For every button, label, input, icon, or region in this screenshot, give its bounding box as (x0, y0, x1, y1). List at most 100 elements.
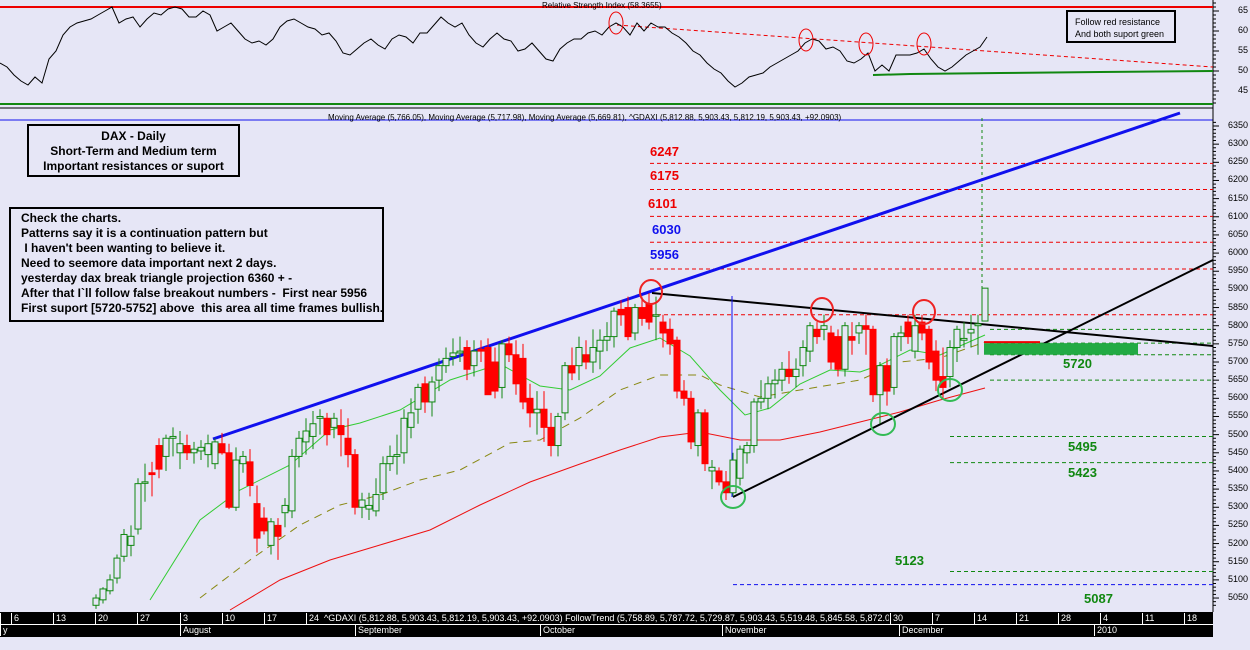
candle-up (141, 481, 149, 484)
candle-up (498, 343, 506, 388)
rsi-note-line: And both suport green (1075, 29, 1165, 39)
candle-down (932, 350, 940, 381)
level-label: 5423 (1068, 465, 1097, 480)
y-axis-label: 5400 (1228, 464, 1249, 475)
candle-up (435, 365, 443, 381)
x-axis-day-label: 6 (11, 613, 19, 624)
support-zone (984, 343, 1138, 355)
y-axis-label: 5300 (1228, 501, 1249, 512)
candle-down (617, 308, 625, 316)
level-label: 5720 (1063, 356, 1092, 371)
candle-up (99, 588, 107, 601)
level-label: 5087 (1084, 591, 1113, 606)
candle-up (127, 535, 135, 546)
y-axis-label: 5600 (1228, 392, 1249, 403)
candle-up (974, 323, 982, 327)
rsi-peak-circle (608, 11, 624, 35)
candle-up (358, 499, 366, 508)
price-header: Moving Average (5,766.05), Moving Averag… (328, 113, 842, 122)
y-axis-label: 5500 (1228, 428, 1249, 439)
candle-down (638, 307, 646, 319)
candle-up (694, 412, 702, 447)
level-label: 5495 (1068, 439, 1097, 454)
candle-up (449, 352, 457, 358)
analysis-note-line: Need to seemore data important next 2 da… (21, 256, 277, 270)
support-touch-circle (720, 485, 746, 509)
candle-down (477, 348, 485, 352)
candle-down (505, 343, 513, 356)
candle-down (526, 397, 534, 414)
candle-up (197, 446, 205, 452)
candle-up (890, 336, 898, 388)
candle-up (876, 365, 884, 396)
rsi-peak-circle (916, 32, 932, 56)
candle-up (820, 325, 828, 330)
candle-up (267, 521, 275, 546)
candle-up (400, 417, 408, 454)
x-axis-month-label: November (722, 625, 767, 636)
x-axis-month-label: December (899, 625, 944, 636)
rsi-axis-label: 45 (1238, 85, 1249, 95)
candle-down (519, 357, 527, 403)
candle-up (554, 415, 562, 447)
candle-down (351, 454, 359, 508)
candle-down (547, 426, 555, 447)
y-axis-label: 6250 (1228, 156, 1249, 167)
candle-down (673, 339, 681, 392)
support-touch-circle (937, 378, 963, 402)
y-axis-label: 5650 (1228, 374, 1249, 385)
candle-down (701, 412, 709, 465)
candle-up (841, 325, 849, 370)
y-axis-label: 5550 (1228, 410, 1249, 421)
candle-up (456, 350, 464, 354)
candle-down (904, 321, 912, 338)
candle-up (575, 346, 583, 367)
title-note-line: Short-Term and Medium term (50, 144, 217, 158)
level-label: 6175 (650, 168, 679, 183)
candle-down (512, 354, 520, 385)
candle-down (925, 328, 933, 363)
candle-down (659, 321, 667, 334)
x-axis-day-label: 17 (264, 613, 277, 624)
candle-up (407, 412, 415, 428)
candle-up (92, 597, 100, 606)
candle-up (757, 397, 765, 403)
candle-up (211, 441, 219, 465)
rsi-axis-label: 50 (1238, 65, 1249, 75)
candle-up (414, 386, 422, 410)
candle-up (750, 401, 758, 447)
candle-up (603, 336, 611, 341)
rsi-title: Relative Strength Index (58.3655) (542, 1, 662, 10)
analysis-note-line: Check the charts. (21, 211, 122, 225)
candle-up (764, 383, 772, 399)
x-axis-day-label: 14 (974, 613, 987, 624)
candle-up (771, 379, 779, 385)
x-axis-month-label: October (540, 625, 575, 636)
x-axis-day-label: ^GDAXI (5,812.88, 5,903.43, 5,812.19, 5,… (324, 613, 889, 623)
y-axis-label: 5350 (1228, 483, 1249, 494)
rsi-note-line: Follow red resistance (1075, 17, 1161, 27)
candle-down (582, 354, 590, 363)
rsi-line (0, 6, 988, 88)
candle-down (680, 390, 688, 399)
y-axis-label: 5900 (1228, 283, 1249, 294)
candle-down (463, 346, 471, 370)
candle-up (162, 437, 170, 457)
candle-up (281, 504, 289, 514)
candle-up (120, 533, 128, 557)
candle-down (540, 408, 548, 428)
y-axis-label: 5150 (1228, 555, 1249, 566)
title-note: DAX - Daily Short-Term and Medium term I… (27, 124, 240, 177)
y-axis-label: 5100 (1228, 573, 1249, 584)
candle-up (729, 459, 737, 494)
candle-up (596, 339, 604, 352)
candle-up (610, 310, 618, 338)
y-axis-label: 6000 (1228, 247, 1249, 258)
candle-up (288, 455, 296, 512)
candle-up (589, 346, 597, 363)
candle-up (302, 430, 310, 443)
candle-up (806, 325, 814, 352)
y-axis-label: 5050 (1228, 592, 1249, 603)
analysis-note-line: yesterday dax break triangle projection … (21, 271, 293, 285)
